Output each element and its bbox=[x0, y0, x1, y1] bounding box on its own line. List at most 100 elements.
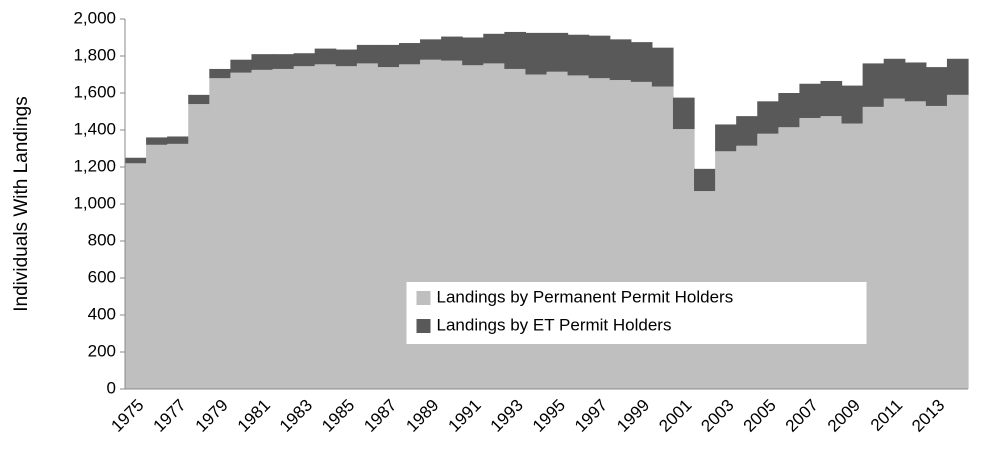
bar-segment bbox=[188, 104, 210, 389]
y-tick-label: 200 bbox=[88, 341, 116, 360]
bar-segment bbox=[483, 33, 505, 64]
bar-segment bbox=[883, 98, 906, 390]
bar-segment bbox=[820, 116, 843, 389]
bar-segment bbox=[441, 36, 463, 61]
x-tick-label: 1993 bbox=[487, 396, 527, 436]
bar-segment bbox=[799, 117, 822, 389]
bar-segment bbox=[230, 59, 253, 73]
bar-segment bbox=[925, 67, 948, 106]
bar-segment bbox=[314, 48, 337, 65]
x-tick-label: 2009 bbox=[824, 396, 864, 436]
bar-segment bbox=[588, 35, 611, 79]
x-tick-label: 1979 bbox=[192, 396, 232, 436]
bar-segment bbox=[841, 123, 864, 390]
bar-segment bbox=[125, 163, 147, 389]
bar-segment bbox=[757, 133, 779, 389]
bar-segment bbox=[398, 43, 421, 65]
bar-segment bbox=[293, 66, 316, 390]
bar-segment bbox=[946, 58, 969, 95]
bar-segment bbox=[567, 34, 590, 76]
bar-segment bbox=[820, 80, 843, 117]
bar-segment bbox=[209, 68, 231, 79]
bar-segment bbox=[630, 42, 653, 82]
x-tick-label: 1997 bbox=[571, 396, 611, 436]
bar-segment bbox=[251, 69, 274, 389]
y-tick-label: 1,000 bbox=[73, 193, 116, 212]
bar-segment bbox=[609, 39, 632, 81]
legend-label: Landings by ET Permit Holders bbox=[437, 315, 672, 334]
y-axis-label: Individuals With Landings bbox=[11, 96, 32, 311]
x-tick-label: 1995 bbox=[529, 396, 569, 436]
y-tick-label: 400 bbox=[88, 304, 116, 323]
bar-segment bbox=[356, 63, 379, 390]
bar-segment bbox=[862, 63, 885, 107]
bar-segment bbox=[167, 143, 189, 389]
legend-box bbox=[406, 282, 867, 344]
bar-segment bbox=[272, 54, 295, 69]
x-tick-label: 1975 bbox=[107, 396, 147, 436]
x-tick-label: 1999 bbox=[613, 396, 653, 436]
bar-segment bbox=[862, 106, 885, 389]
bar-segment bbox=[377, 67, 400, 389]
y-tick-label: 600 bbox=[88, 267, 116, 286]
bar-segment bbox=[904, 62, 927, 102]
x-tick-label: 2007 bbox=[782, 396, 822, 436]
x-tick-label: 2013 bbox=[908, 396, 948, 436]
bar-segment bbox=[757, 101, 779, 134]
x-tick-label: 2011 bbox=[867, 396, 906, 435]
bar-segment bbox=[672, 129, 695, 389]
bar-segment bbox=[146, 144, 168, 389]
y-tick-label: 2,000 bbox=[73, 8, 116, 27]
bar-segment bbox=[525, 32, 548, 75]
x-tick-label: 2001 bbox=[655, 396, 695, 436]
bar-segment bbox=[651, 47, 674, 87]
bar-segment bbox=[904, 101, 927, 389]
bar-segment bbox=[293, 53, 316, 67]
bar-segment bbox=[504, 31, 527, 69]
bar-segment bbox=[188, 94, 210, 105]
bar-segment bbox=[778, 127, 800, 389]
legend-swatch bbox=[416, 291, 431, 305]
y-tick-label: 800 bbox=[88, 230, 116, 249]
y-tick-label: 1,400 bbox=[73, 119, 116, 138]
x-tick-label: 1983 bbox=[276, 396, 316, 436]
bar-segment bbox=[841, 85, 864, 124]
bar-segment bbox=[209, 78, 231, 389]
x-tick-label: 2005 bbox=[740, 396, 780, 436]
y-tick-label: 0 bbox=[107, 378, 116, 397]
bar-segment bbox=[883, 58, 906, 99]
bar-segment bbox=[462, 37, 484, 66]
bar-segment bbox=[736, 145, 758, 389]
x-tick-label: 1987 bbox=[360, 396, 400, 436]
bar-segment bbox=[715, 124, 737, 152]
bar-segment bbox=[946, 94, 969, 389]
bar-segment bbox=[335, 49, 358, 67]
bar-segment bbox=[925, 105, 948, 389]
bar-segment bbox=[420, 39, 442, 60]
y-tick-label: 1,200 bbox=[73, 156, 116, 175]
x-tick-label: 1985 bbox=[318, 396, 358, 436]
bar-segment bbox=[546, 32, 569, 72]
y-tick-label: 1,800 bbox=[73, 45, 116, 64]
x-tick-label: 1981 bbox=[234, 396, 274, 436]
bar-segment bbox=[672, 97, 695, 130]
bar-segment bbox=[335, 66, 358, 390]
bar-segment bbox=[314, 64, 337, 389]
legend-swatch bbox=[416, 319, 431, 333]
bar-segment bbox=[146, 137, 168, 145]
bar-segment bbox=[167, 136, 189, 144]
bar-segment bbox=[736, 116, 758, 146]
bar-segment bbox=[272, 68, 295, 389]
x-tick-label: 1991 bbox=[445, 396, 485, 436]
legend-label: Landings by Permanent Permit Holders bbox=[437, 287, 734, 306]
x-tick-label: 2003 bbox=[697, 396, 737, 436]
bar-segment bbox=[694, 168, 716, 192]
bar-segment bbox=[251, 54, 274, 70]
bar-segment bbox=[125, 157, 147, 164]
x-tick-label: 1977 bbox=[150, 396, 190, 436]
x-tick-label: 1989 bbox=[402, 396, 442, 436]
bar-segment bbox=[715, 151, 737, 389]
y-tick-label: 1,600 bbox=[73, 82, 116, 101]
bar-segment bbox=[778, 93, 800, 128]
